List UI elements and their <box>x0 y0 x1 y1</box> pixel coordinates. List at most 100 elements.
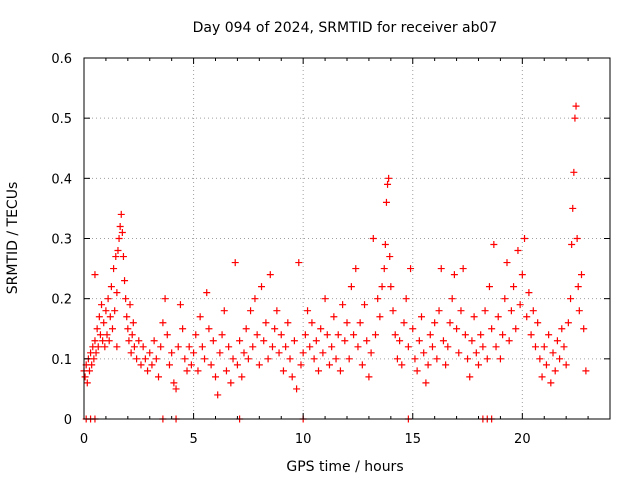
data-point <box>168 349 176 357</box>
data-point <box>523 313 531 321</box>
data-point <box>165 361 173 369</box>
data-point <box>569 204 577 212</box>
data-point <box>527 331 535 339</box>
data-point <box>133 355 141 363</box>
data-point <box>130 343 138 351</box>
data-point <box>207 361 215 369</box>
data-point <box>475 361 482 369</box>
data-point <box>553 337 561 345</box>
data-point <box>347 283 355 291</box>
data-point <box>179 325 187 333</box>
data-point <box>85 367 93 375</box>
data-point <box>286 355 294 363</box>
data-point <box>459 265 467 273</box>
data-point <box>106 313 114 321</box>
data-point <box>181 355 189 363</box>
data-point <box>108 325 116 333</box>
data-point <box>387 283 395 291</box>
y-axis-ticks: 0 0.1 0.2 0.3 0.4 0.5 0.6 <box>51 52 610 428</box>
data-point <box>268 343 276 351</box>
data-point <box>468 337 476 345</box>
data-point <box>572 102 580 110</box>
data-point <box>114 247 122 255</box>
data-point <box>428 343 436 351</box>
data-point <box>119 253 127 261</box>
data-point <box>341 337 349 345</box>
data-point <box>343 319 351 327</box>
data-point <box>198 343 206 351</box>
data-point <box>531 343 539 351</box>
data-point <box>490 241 498 249</box>
data-point <box>249 343 257 351</box>
data-point <box>477 331 485 339</box>
data-point <box>113 289 121 297</box>
data-point <box>398 361 406 369</box>
data-point <box>113 343 121 351</box>
data-point <box>516 301 524 309</box>
data-point <box>266 271 274 279</box>
data-point <box>99 337 107 345</box>
data-point <box>107 283 115 291</box>
data-point <box>400 319 408 327</box>
data-point <box>170 379 178 387</box>
data-point <box>253 331 261 339</box>
data-point <box>391 331 399 339</box>
data-point <box>225 343 233 351</box>
data-point <box>404 343 412 351</box>
data-point <box>483 355 491 363</box>
y-axis-label: SRMTID / TECUs <box>5 182 21 295</box>
y-tick-label: 0.3 <box>51 233 72 248</box>
data-point <box>578 271 586 279</box>
data-point <box>299 349 307 357</box>
data-point <box>244 355 252 363</box>
x-tick-label: 0 <box>80 432 88 447</box>
data-point <box>356 319 364 327</box>
data-point <box>95 313 103 321</box>
data-point <box>110 265 118 273</box>
data-point <box>240 349 248 357</box>
y-tick-label: 0.6 <box>51 52 72 67</box>
data-point <box>330 313 338 321</box>
data-point <box>258 283 266 291</box>
data-point <box>209 337 217 345</box>
data-point <box>123 313 131 321</box>
data-point <box>540 343 548 351</box>
y-tick-label: 0.1 <box>51 353 72 368</box>
data-point <box>103 331 111 339</box>
data-point <box>214 391 222 399</box>
data-point <box>369 235 377 242</box>
data-point <box>450 271 458 279</box>
data-point <box>485 283 493 291</box>
data-point <box>98 301 106 309</box>
data-point <box>496 355 504 363</box>
data-point <box>345 355 353 363</box>
data-point <box>422 379 430 387</box>
data-point <box>262 319 270 327</box>
data-point <box>117 210 125 218</box>
data-point <box>260 337 268 345</box>
chart-title: Day 094 of 2024, SRMTID for receiver ab0… <box>193 20 498 36</box>
data-point <box>293 385 301 393</box>
data-point <box>231 259 239 267</box>
data-point <box>363 337 371 345</box>
data-point <box>570 168 578 176</box>
data-point <box>582 367 590 375</box>
data-point <box>319 349 327 357</box>
data-point <box>325 361 333 369</box>
data-point <box>514 247 522 255</box>
data-point <box>521 235 529 242</box>
data-point <box>282 343 290 351</box>
data-point <box>453 325 461 333</box>
data-point <box>466 373 474 381</box>
data-point <box>315 367 323 375</box>
data-point <box>146 349 154 357</box>
y-tick-label: 0.5 <box>51 112 72 127</box>
data-point <box>93 325 101 333</box>
data-point <box>102 307 110 315</box>
data-point <box>236 337 244 345</box>
data-point <box>381 241 389 249</box>
data-point <box>90 355 98 363</box>
data-point <box>376 313 384 321</box>
data-point <box>350 331 358 339</box>
data-point <box>129 319 137 327</box>
